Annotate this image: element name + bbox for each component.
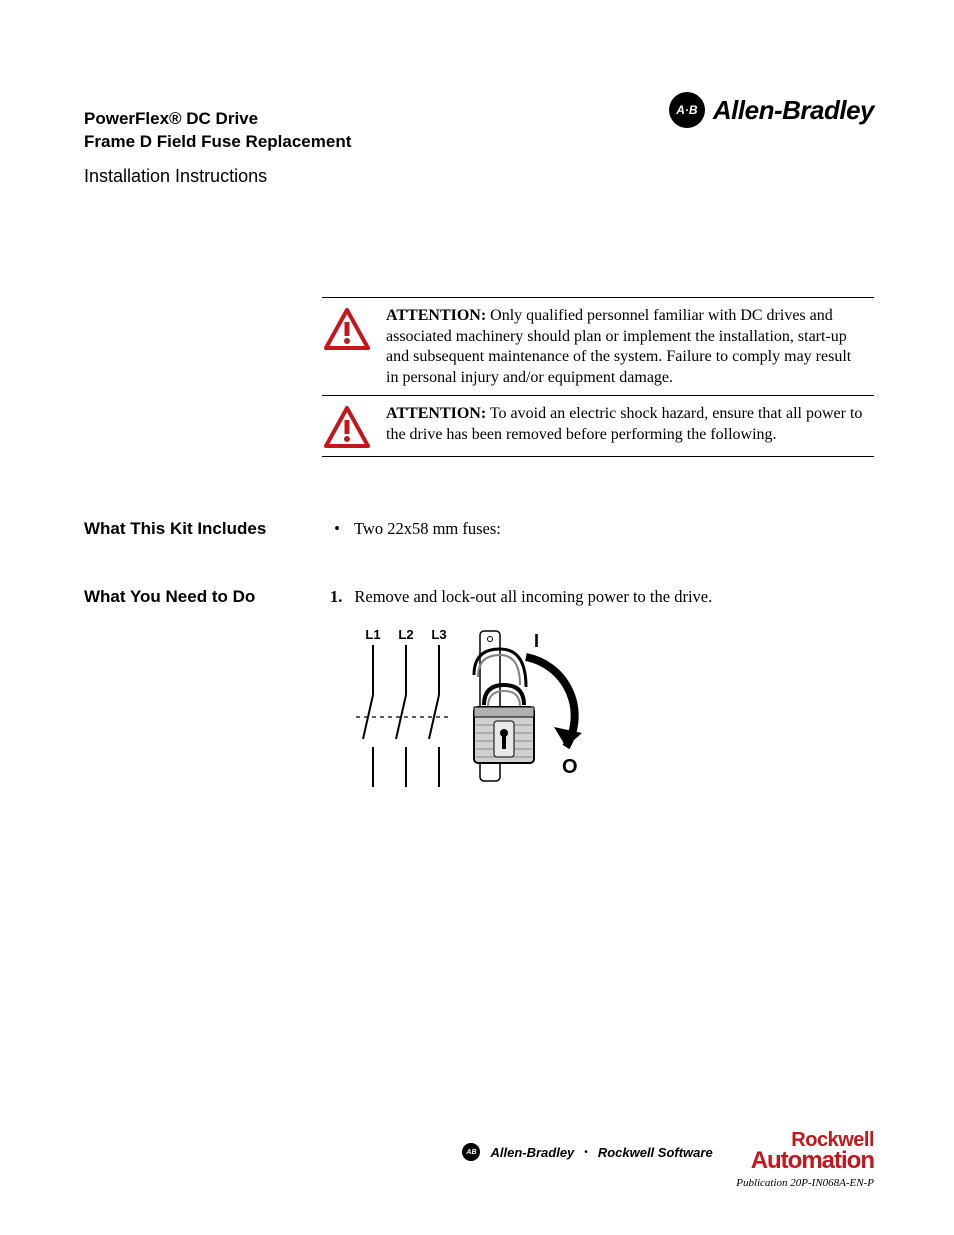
lockout-diagram: L1 L2 L3 — [356, 627, 874, 812]
warning-icon — [324, 308, 370, 352]
padlock-icon — [474, 685, 534, 763]
page: PowerFlex® DC Drive Frame D Field Fuse R… — [0, 0, 954, 1235]
step-number: 1. — [330, 587, 342, 607]
brand-text: Allen-Bradley — [713, 95, 874, 126]
list-item-text: Two 22x58 mm fuses: — [354, 519, 501, 539]
section-heading: What You Need to Do — [84, 587, 322, 812]
bullet-icon: • — [330, 519, 344, 539]
section-todo: What You Need to Do 1. Remove and lock-o… — [84, 587, 874, 812]
title-block: PowerFlex® DC Drive Frame D Field Fuse R… — [84, 108, 351, 187]
warning-icon — [324, 406, 370, 450]
ab-logo-icon: A·B — [669, 92, 705, 128]
brand-logo: A·B Allen-Bradley — [669, 92, 874, 128]
attention-text: ATTENTION: To avoid an electric shock ha… — [386, 404, 874, 446]
doc-title-line2: Frame D Field Fuse Replacement — [84, 131, 351, 154]
list-item-text: Remove and lock-out all incoming power t… — [354, 587, 712, 607]
attention-row: ATTENTION: To avoid an electric shock ha… — [322, 396, 874, 457]
footer-allen-bradley: Allen-Bradley — [490, 1145, 574, 1160]
footer-brands: AB Allen-Bradley • Rockwell Software Roc… — [462, 1131, 874, 1173]
diagram-label-on: I — [534, 631, 539, 651]
attention-label: ATTENTION: — [386, 307, 486, 324]
page-footer: AB Allen-Bradley • Rockwell Software Roc… — [462, 1131, 874, 1189]
doc-title-line1: PowerFlex® DC Drive — [84, 108, 351, 131]
rockwell-automation-logo: Rockwell Automation — [751, 1131, 874, 1173]
doc-subtitle: Installation Instructions — [84, 166, 351, 187]
section-body: 1. Remove and lock-out all incoming powe… — [330, 587, 874, 812]
footer-rockwell-software: Rockwell Software — [598, 1145, 713, 1160]
section-heading: What This Kit Includes — [84, 519, 322, 539]
publication-number: Publication 20P-IN068A-EN-P — [462, 1177, 874, 1189]
diagram-label-l1: L1 — [365, 627, 380, 642]
diagram-label-l2: L2 — [398, 627, 413, 642]
section-kit: What This Kit Includes • Two 22x58 mm fu… — [84, 519, 874, 539]
list-item: • Two 22x58 mm fuses: — [330, 519, 874, 539]
section-body: • Two 22x58 mm fuses: — [330, 519, 874, 539]
attention-text: ATTENTION: Only qualified personnel fami… — [386, 306, 874, 389]
diagram-label-off: O — [562, 756, 578, 778]
header: PowerFlex® DC Drive Frame D Field Fuse R… — [84, 108, 874, 187]
diagram-label-l3: L3 — [431, 627, 446, 642]
disconnect-switches — [356, 645, 451, 787]
attention-block: ATTENTION: Only qualified personnel fami… — [322, 297, 874, 457]
attention-row: ATTENTION: Only qualified personnel fami… — [322, 298, 874, 396]
list-item: 1. Remove and lock-out all incoming powe… — [330, 587, 874, 607]
ab-logo-icon: AB — [462, 1143, 480, 1161]
attention-label: ATTENTION: — [386, 405, 486, 422]
separator-icon: • — [584, 1147, 588, 1158]
